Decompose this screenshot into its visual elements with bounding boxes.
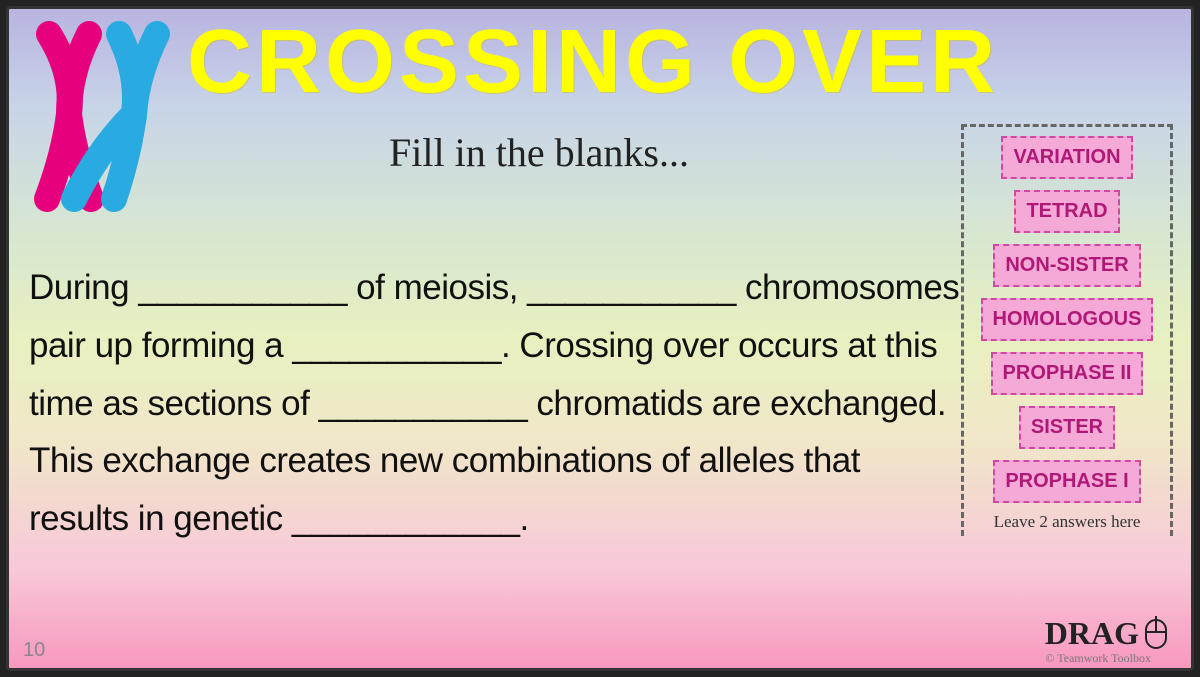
drag-hint-text: DRAG [1045, 615, 1139, 652]
chromosome-crossover-icon [19, 14, 179, 214]
main-title: CROSSING OVER [187, 17, 999, 107]
word-chip[interactable]: NON-SISTER [993, 244, 1140, 287]
word-chip[interactable]: PROPHASE I [993, 460, 1140, 503]
word-bank-note: Leave 2 answers here [994, 512, 1141, 532]
drag-hint: DRAG [1045, 614, 1171, 652]
word-bank: VARIATION TETRAD NON-SISTER HOMOLOGOUS P… [961, 124, 1173, 536]
subtitle: Fill in the blanks... [179, 129, 899, 176]
word-chip[interactable]: PROPHASE II [991, 352, 1144, 395]
page-number: 10 [23, 639, 45, 662]
word-chip[interactable]: VARIATION [1001, 136, 1132, 179]
word-chip[interactable]: SISTER [1019, 406, 1115, 449]
fill-blank-paragraph: During ___________ of meiosis, _________… [29, 259, 964, 548]
word-chip[interactable]: HOMOLOGOUS [981, 298, 1154, 341]
mouse-icon [1141, 614, 1171, 652]
word-chip[interactable]: TETRAD [1014, 190, 1119, 233]
copyright-text: © Teamwork Toolbox [1045, 651, 1151, 666]
slide: CROSSING OVER Fill in the blanks... Duri… [6, 6, 1194, 671]
